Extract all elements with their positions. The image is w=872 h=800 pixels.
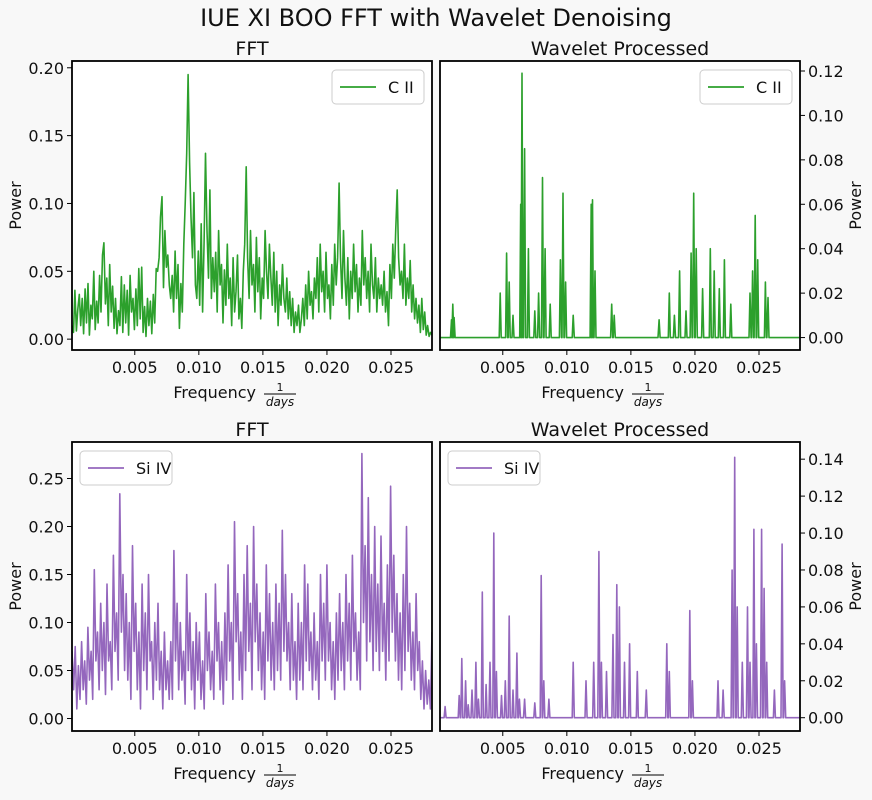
panel-4-y-tick-label: 0.00 bbox=[808, 709, 844, 728]
panel-2-series-line bbox=[440, 72, 800, 339]
panel-4-y-tick-label: 0.10 bbox=[808, 524, 844, 543]
panel-3-x-tick-label: 0.025 bbox=[368, 739, 414, 758]
panel-1-x-axis-label-denominator: days bbox=[266, 395, 294, 409]
panel-3-x-tick-label: 0.015 bbox=[240, 739, 286, 758]
panel-1-x-tick-label: 0.015 bbox=[240, 358, 286, 377]
panel-2-legend-box bbox=[699, 69, 793, 105]
panel-2-x-tick-label: 0.025 bbox=[736, 358, 782, 377]
panel-3-axes-frame bbox=[71, 441, 433, 732]
panel-3-y-axis-label: Power bbox=[6, 562, 25, 611]
panel-1-axes-frame bbox=[71, 60, 433, 351]
panel-3: FFT 0.005 0.010 0.015 0.020 0.025 0.00 0.05 0.10… bbox=[6, 419, 433, 790]
panel-4-x-tick-label: 0.020 bbox=[672, 739, 718, 758]
panel-1-y-tick-label: 0.15 bbox=[28, 127, 64, 146]
panel-3-legend-label: Si IV bbox=[136, 459, 171, 478]
panel-1-y-axis-label: Power bbox=[6, 181, 25, 230]
panel-2-legend: C II bbox=[699, 69, 793, 105]
panel-2-x-tick-label: 0.020 bbox=[672, 358, 718, 377]
panel-2-y-tick-label: 0.00 bbox=[808, 329, 844, 348]
panel-4-y-tick-label: 0.12 bbox=[808, 487, 844, 506]
panels: FFT 0.005 0.010 0.015 0.020 0.025 0.00 0.05 0.10… bbox=[6, 38, 865, 790]
panel-4-legend: Si IV bbox=[447, 450, 541, 486]
panel-1-y-tick-label: 0.05 bbox=[28, 262, 64, 281]
panel-4-axes-frame bbox=[439, 441, 801, 732]
panel-4-y-tick-label: 0.04 bbox=[808, 635, 844, 654]
panel-3-x-tick-label: 0.010 bbox=[176, 739, 222, 758]
panel-1-x-axis-label: Frequency bbox=[173, 383, 256, 402]
panel-1-x-tick-label: 0.005 bbox=[112, 358, 158, 377]
panel-4-y-tick-label: 0.06 bbox=[808, 598, 844, 617]
panel-2-x-axis-label-numerator: 1 bbox=[645, 381, 652, 394]
panel-1: FFT 0.005 0.010 0.015 0.020 0.025 0.00 0.05 0.10… bbox=[6, 38, 433, 409]
panel-1-legend-box bbox=[331, 69, 425, 105]
panel-2-x-tick-label: 0.015 bbox=[608, 358, 654, 377]
panel-3-legend-box bbox=[79, 450, 173, 486]
panel-2-y-axis-label: Power bbox=[846, 181, 865, 230]
panel-2-y-tick-label: 0.04 bbox=[808, 240, 844, 259]
panel-3-y-tick-label: 0.05 bbox=[28, 662, 64, 681]
panel-4-x-tick-label: 0.005 bbox=[480, 739, 526, 758]
panel-1-y-tick-label: 0.20 bbox=[28, 59, 64, 78]
panel-4: Wavelet Processed 0.005 0.010 0.015 0.020 0.0… bbox=[439, 419, 865, 790]
panel-1-x-tick-label: 0.010 bbox=[176, 358, 222, 377]
panel-3-x-axis-label: Frequency bbox=[173, 764, 256, 783]
panel-2-x-tick-label: 0.005 bbox=[480, 358, 526, 377]
panel-4-y-tick-label: 0.08 bbox=[808, 561, 844, 580]
panel-4-x-tick-label: 0.015 bbox=[608, 739, 654, 758]
panel-4-legend-label: Si IV bbox=[504, 459, 539, 478]
panel-4-x-axis-label-numerator: 1 bbox=[645, 762, 652, 775]
panel-2-y-tick-label: 0.10 bbox=[808, 106, 844, 125]
panel-3-series-line bbox=[72, 452, 432, 710]
panel-3-x-tick-label: 0.020 bbox=[304, 739, 350, 758]
panel-2-legend-label: C II bbox=[756, 78, 782, 97]
panel-3-title: FFT bbox=[235, 419, 269, 441]
panel-4-x-axis-label: Frequency bbox=[541, 764, 624, 783]
panel-3-y-tick-label: 0.10 bbox=[28, 614, 64, 633]
panel-2-x-tick-label: 0.010 bbox=[544, 358, 590, 377]
panel-2-axes-frame bbox=[439, 60, 801, 351]
panel-4-x-tick-label: 0.025 bbox=[736, 739, 782, 758]
figure-title: IUE XI BOO FFT with Wavelet Denoising bbox=[200, 4, 672, 32]
panel-3-y-tick-label: 0.25 bbox=[28, 469, 64, 488]
panel-1-series-line bbox=[72, 73, 432, 338]
panel-4-y-axis-label: Power bbox=[846, 562, 865, 611]
panel-4-y-tick-label: 0.14 bbox=[808, 450, 844, 469]
panel-4-x-tick-label: 0.010 bbox=[544, 739, 590, 758]
panel-2-x-axis-label-denominator: days bbox=[634, 395, 662, 409]
panel-2-y-tick-label: 0.02 bbox=[808, 284, 844, 303]
panel-2-y-tick-label: 0.08 bbox=[808, 151, 844, 170]
panel-1-legend: C II bbox=[331, 69, 425, 105]
panel-2: Wavelet Processed 0.005 0.010 0.015 0.020 0.0… bbox=[439, 38, 865, 409]
panel-4-y-tick-label: 0.02 bbox=[808, 672, 844, 691]
panel-3-x-axis-label-denominator: days bbox=[266, 776, 294, 790]
panel-2-y-tick-label: 0.06 bbox=[808, 195, 844, 214]
panel-4-legend-box bbox=[447, 450, 541, 486]
panel-1-y-tick-label: 0.10 bbox=[28, 194, 64, 213]
panel-3-x-tick-label: 0.005 bbox=[112, 739, 158, 758]
panel-3-y-tick-label: 0.20 bbox=[28, 517, 64, 536]
panel-1-legend-label: C II bbox=[388, 78, 414, 97]
panel-4-x-axis-label-denominator: days bbox=[634, 776, 662, 790]
panel-2-x-axis-label: Frequency bbox=[541, 383, 624, 402]
panel-4-series-line bbox=[440, 456, 800, 719]
panel-3-x-axis-label-numerator: 1 bbox=[277, 762, 284, 775]
panel-1-x-tick-label: 0.025 bbox=[368, 358, 414, 377]
panel-1-title: FFT bbox=[235, 38, 269, 60]
panel-4-title: Wavelet Processed bbox=[531, 419, 709, 441]
panel-1-x-axis-label-numerator: 1 bbox=[277, 381, 284, 394]
panel-3-y-tick-label: 0.00 bbox=[28, 710, 64, 729]
panel-3-legend: Si IV bbox=[79, 450, 173, 486]
panel-3-y-tick-label: 0.15 bbox=[28, 565, 64, 584]
panel-1-x-tick-label: 0.020 bbox=[304, 358, 350, 377]
panel-2-y-tick-label: 0.12 bbox=[808, 62, 844, 81]
panel-1-y-tick-label: 0.00 bbox=[28, 330, 64, 349]
panel-2-title: Wavelet Processed bbox=[531, 38, 709, 60]
